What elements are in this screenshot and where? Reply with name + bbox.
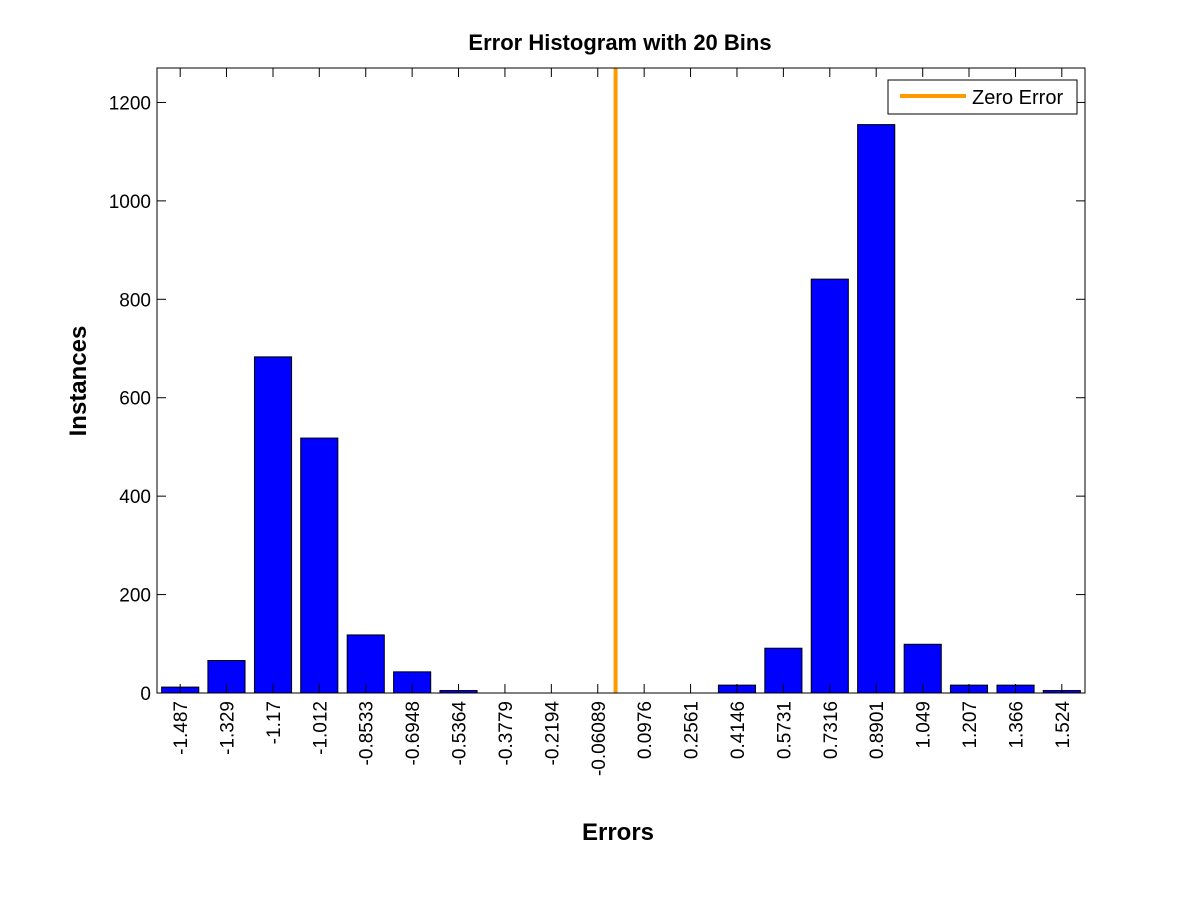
x-tick-label-0: -1.487 (171, 701, 192, 755)
chart-title: Error Histogram with 20 Bins (468, 30, 771, 55)
y-tick-label-5: 1000 (109, 192, 151, 213)
x-tick-label-10: 0.0976 (635, 701, 656, 759)
x-tick-label-1: -1.329 (217, 701, 238, 755)
x-tick-label-12: 0.4146 (728, 701, 749, 759)
x-axis-ticks: -1.487 -1.329 -1.17 -1.012 -0.8533 -0.6948 -0.… (171, 68, 1074, 776)
bars-group (161, 124, 1081, 694)
x-tick-label-4: -0.8533 (357, 701, 378, 765)
x-tick-label-17: 1.207 (960, 701, 981, 749)
x-tick-label-15: 0.8901 (867, 701, 888, 759)
x-tick-label-18: 1.366 (1007, 701, 1028, 749)
y-tick-label-2: 400 (119, 487, 151, 508)
y-tick-label-1: 200 (119, 586, 151, 607)
bar-4 (300, 437, 339, 694)
x-tick-label-11: 0.2561 (682, 701, 703, 759)
x-tick-label-7: -0.3779 (496, 701, 517, 765)
x-tick-label-19: 1.524 (1053, 701, 1074, 749)
y-tick-label-4: 800 (119, 290, 151, 311)
y-tick-label-0: 0 (140, 684, 151, 705)
x-tick-label-8: -0.2194 (542, 701, 563, 766)
legend: Zero Error (887, 79, 1078, 115)
legend-zero-error-label: Zero Error (972, 87, 1063, 109)
y-tick-label-6: 1200 (109, 93, 151, 114)
x-tick-label-13: 0.5731 (774, 701, 795, 759)
y-axis-label: Instances (65, 326, 92, 437)
bar-15 (810, 278, 849, 694)
plot-frame (156, 67, 1086, 694)
y-axis-ticks: 0 200 400 600 800 1000 1200 (109, 93, 1085, 705)
y-tick-label-3: 600 (119, 389, 151, 410)
x-tick-label-3: -1.012 (310, 701, 331, 755)
plot-area (157, 68, 1085, 693)
x-tick-label-14: 0.7316 (821, 701, 842, 759)
x-tick-label-2: -1.17 (264, 701, 285, 744)
x-tick-label-9: -0.06089 (589, 701, 610, 776)
bar-16 (857, 124, 896, 694)
x-axis-label: Errors (582, 819, 654, 846)
bar-3 (253, 356, 293, 694)
x-tick-label-5: -0.6948 (403, 701, 424, 765)
x-tick-label-16: 1.049 (914, 701, 935, 749)
x-tick-label-6: -0.5364 (450, 701, 471, 766)
